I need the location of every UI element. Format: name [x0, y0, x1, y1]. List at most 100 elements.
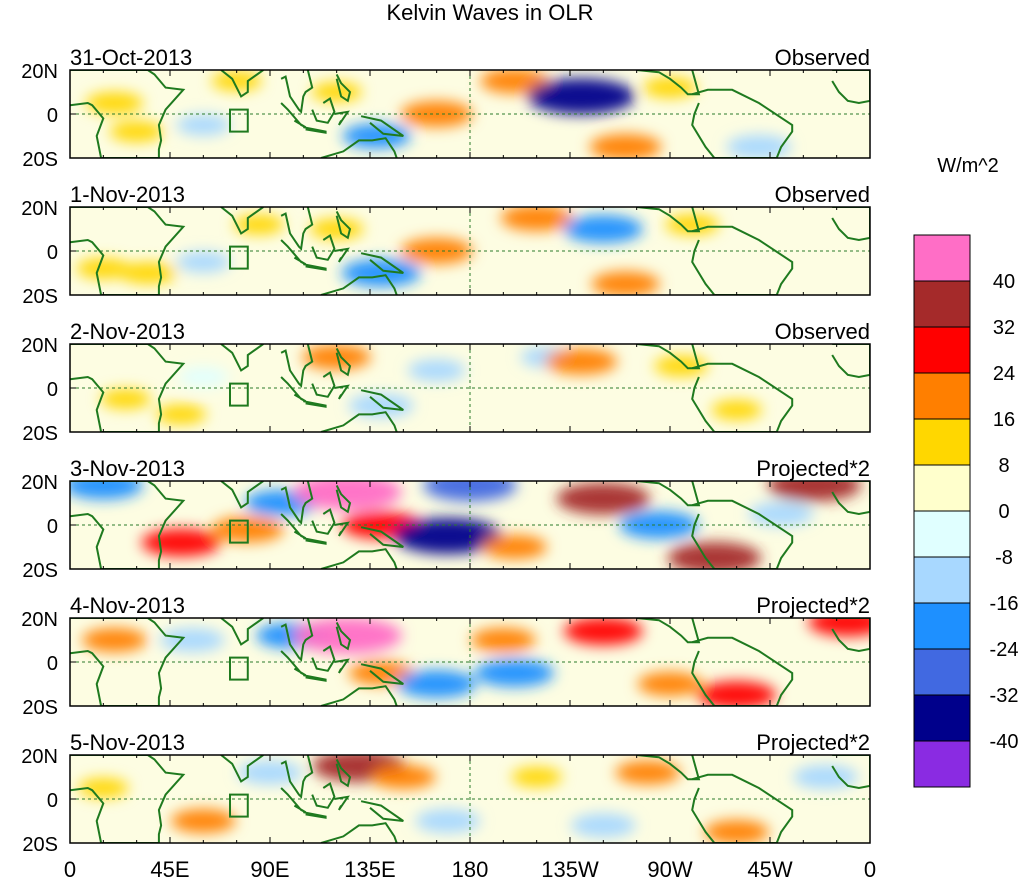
panel-label: Projected*2: [756, 593, 870, 618]
anomaly-blob: [176, 251, 231, 273]
anomaly-blob: [563, 215, 643, 243]
coastline: [70, 481, 186, 569]
panels-group: 20N 0 20S 31-Oct-2013 Observed 20N 0 20S 1-Nov-2…: [21, 45, 871, 856]
colorbar-swatch: [913, 694, 971, 742]
panel-label: Projected*2: [756, 730, 870, 755]
y-tick-label: 0: [47, 105, 58, 127]
anomaly-field: [82, 618, 870, 706]
anomaly-blob: [556, 482, 651, 515]
coastline: [70, 755, 186, 843]
coastline: [320, 685, 398, 706]
colorbar-swatch: [913, 602, 971, 650]
anomaly-blob: [480, 70, 549, 94]
anomaly-blob: [302, 344, 371, 370]
region-box: [229, 656, 249, 681]
coastline: [303, 811, 327, 819]
colorbar-swatch: [913, 510, 971, 558]
coastline: [320, 274, 398, 295]
anomaly-blob: [309, 218, 364, 240]
panel-date: 1-Nov-2013: [70, 182, 185, 207]
anomaly-blob: [155, 404, 207, 425]
anomaly-blob: [767, 481, 862, 502]
colorbar-level-label: 0: [998, 501, 1009, 523]
coastline: [280, 239, 307, 266]
coastline: [691, 225, 794, 295]
y-tick-label: 20N: [21, 746, 58, 768]
colorbar-level-label: -24: [990, 639, 1019, 661]
coastline: [335, 73, 352, 103]
coastline: [335, 758, 352, 788]
coastline: [335, 484, 352, 514]
coastline: [360, 526, 404, 548]
anomaly-blob: [118, 262, 177, 284]
coastline: [334, 110, 350, 126]
panel: 20N 0 20S 31-Oct-2013 Observed: [21, 45, 871, 171]
anomaly-blob: [293, 618, 402, 654]
anomaly-blob: [176, 114, 231, 136]
panel-label: Observed: [775, 319, 870, 344]
coastline: [831, 207, 870, 242]
coastline: [360, 252, 404, 274]
coastline: [311, 645, 336, 672]
coastline: [360, 389, 404, 411]
coastline: [70, 70, 186, 158]
region-box: [229, 245, 249, 270]
anomaly-blob: [615, 760, 681, 785]
region-box: [229, 382, 249, 407]
anomaly-blob: [667, 542, 762, 569]
coastline: [311, 234, 336, 261]
coastline: [70, 207, 186, 295]
colorbar-swatch: [913, 418, 971, 466]
anomaly-blob: [697, 681, 777, 706]
y-tick-label: 20S: [22, 423, 58, 445]
y-tick-label: 0: [47, 516, 58, 538]
anomaly-blob: [711, 400, 762, 420]
coastline: [220, 755, 264, 783]
coastline: [220, 207, 264, 235]
coastline: [220, 344, 264, 372]
coastline: [636, 755, 701, 781]
colorbar: 40 32 24 16 8 0 -8 -16 -24 -32 -40: [913, 234, 1019, 788]
colorbar-level-label: -40: [990, 731, 1019, 753]
anomaly-blob: [637, 672, 703, 696]
y-tick-label: 20S: [22, 149, 58, 171]
x-tick-label: 0: [64, 857, 76, 882]
x-tick-label: 0: [864, 857, 876, 882]
anomaly-blob: [141, 528, 221, 557]
x-tick-label: 180: [452, 857, 489, 882]
y-tick-label: 20S: [22, 697, 58, 719]
coastline: [280, 376, 307, 403]
coastline: [691, 636, 794, 706]
anomaly-blob: [341, 259, 421, 287]
anomaly-blob: [527, 78, 636, 115]
colorbar-level-label: -8: [995, 547, 1013, 569]
anomaly-field: [100, 344, 762, 425]
anomaly-blob: [545, 348, 618, 375]
anomaly-blob: [808, 618, 870, 637]
coastline: [360, 800, 404, 822]
anomaly-blob: [589, 134, 662, 158]
coastline: [334, 658, 350, 674]
anomaly-blob: [591, 271, 660, 295]
y-tick-label: 20N: [21, 335, 58, 357]
colorbar-swatch: [913, 648, 971, 696]
coastline: [280, 618, 314, 662]
coastline: [334, 247, 350, 263]
coastline: [311, 97, 336, 124]
panel: 20N 0 20S 2-Nov-2013 Observed: [21, 319, 871, 445]
coastline: [334, 521, 350, 537]
anomaly-blob: [423, 481, 517, 502]
panel-label: Observed: [775, 45, 870, 70]
anomaly-blob: [500, 207, 573, 231]
anomaly-blob: [76, 258, 131, 280]
panel: 20N 0 20S 1-Nov-2013 Observed: [21, 182, 871, 308]
anomaly-blob: [109, 121, 164, 143]
anomaly-blob: [474, 659, 555, 687]
coastline: [636, 618, 701, 644]
coastline: [220, 618, 264, 646]
x-axis: 0 45E 90E 135E 180 135W 90W 45W 0: [64, 857, 876, 882]
anomaly-blob: [643, 77, 697, 99]
panel-date: 5-Nov-2013: [70, 730, 185, 755]
coastline: [831, 755, 870, 790]
panel-date: 3-Nov-2013: [70, 456, 185, 481]
